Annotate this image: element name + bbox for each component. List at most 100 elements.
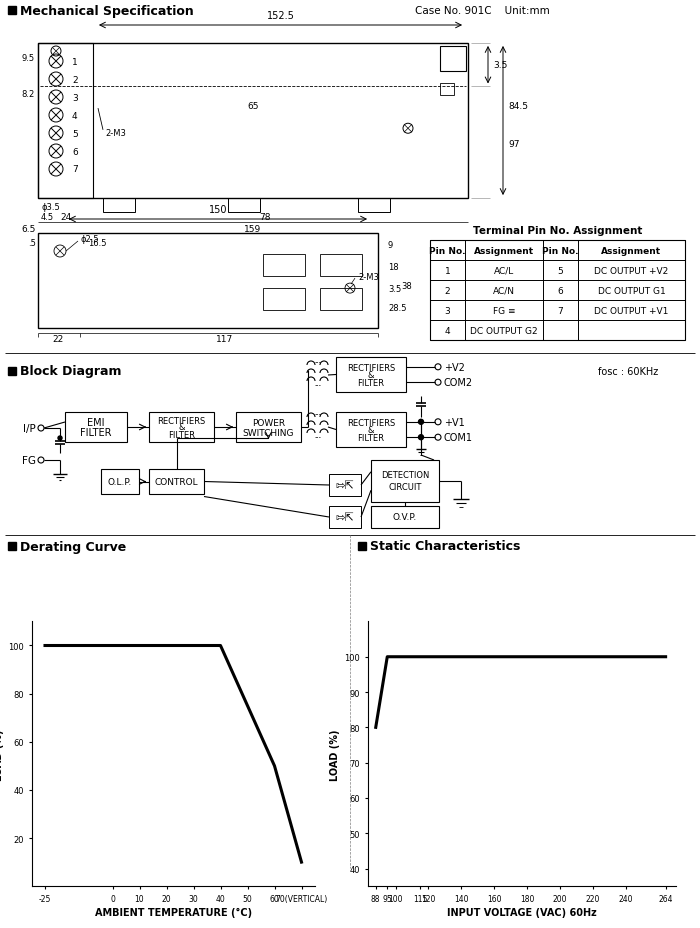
Bar xyxy=(371,460,439,502)
Text: 84.5: 84.5 xyxy=(508,101,528,110)
Text: ⇰⇱: ⇰⇱ xyxy=(335,512,354,522)
Bar xyxy=(320,289,362,311)
Bar xyxy=(65,413,127,443)
Text: ϕ3.5: ϕ3.5 xyxy=(41,202,60,212)
Bar xyxy=(38,44,93,199)
Bar xyxy=(228,199,260,213)
Text: Pin No.: Pin No. xyxy=(542,246,579,255)
Bar xyxy=(358,542,366,550)
Text: 3: 3 xyxy=(444,306,450,316)
Text: 3.5: 3.5 xyxy=(388,284,401,293)
Text: Assignment: Assignment xyxy=(474,246,534,255)
Text: 4: 4 xyxy=(444,326,450,335)
Text: 9: 9 xyxy=(388,241,393,251)
Text: 38: 38 xyxy=(401,281,412,290)
Text: &: & xyxy=(368,426,374,434)
Text: 6: 6 xyxy=(72,148,78,156)
Text: FG: FG xyxy=(22,456,36,466)
Text: O.L.P.: O.L.P. xyxy=(108,478,132,486)
Text: 152.5: 152.5 xyxy=(267,11,295,21)
Text: 24: 24 xyxy=(60,213,71,221)
Bar xyxy=(371,507,439,528)
Text: O.V.P.: O.V.P. xyxy=(393,513,417,522)
Bar xyxy=(236,413,301,443)
Text: RECTIFIERS: RECTIFIERS xyxy=(158,416,206,425)
Text: 16.5: 16.5 xyxy=(88,239,106,248)
Bar xyxy=(336,357,406,393)
Bar xyxy=(430,240,685,341)
Text: AC/N: AC/N xyxy=(493,286,515,295)
X-axis label: AMBIENT TEMPERATURE (°C): AMBIENT TEMPERATURE (°C) xyxy=(94,907,252,917)
Text: 2: 2 xyxy=(444,286,450,295)
Bar xyxy=(336,413,406,447)
Bar xyxy=(8,7,16,15)
Text: FILTER: FILTER xyxy=(358,433,384,443)
Text: 5: 5 xyxy=(558,266,564,276)
Text: 78: 78 xyxy=(259,213,271,221)
Text: COM2: COM2 xyxy=(444,378,473,388)
Text: 2-M3: 2-M3 xyxy=(105,129,126,138)
Y-axis label: LOAD (%): LOAD (%) xyxy=(0,728,4,780)
Text: DC OUTPUT G2: DC OUTPUT G2 xyxy=(470,326,538,335)
Bar xyxy=(329,507,361,528)
Text: AC/L: AC/L xyxy=(494,266,514,276)
Text: 3: 3 xyxy=(72,94,78,102)
Text: &: & xyxy=(368,370,374,380)
Text: &: & xyxy=(178,423,185,432)
Text: 4: 4 xyxy=(72,111,78,121)
Text: DETECTION: DETECTION xyxy=(381,470,429,479)
Bar xyxy=(101,470,139,495)
Circle shape xyxy=(419,435,423,440)
Text: Static Characteristics: Static Characteristics xyxy=(370,540,520,553)
Text: 3.5: 3.5 xyxy=(493,61,507,71)
Bar xyxy=(329,474,361,496)
Text: EMI: EMI xyxy=(88,418,105,428)
Bar xyxy=(263,289,305,311)
Text: Derating Curve: Derating Curve xyxy=(20,540,126,553)
Text: DC OUTPUT +V1: DC OUTPUT +V1 xyxy=(594,306,668,316)
Text: 97: 97 xyxy=(508,140,519,149)
Text: 2: 2 xyxy=(72,75,78,84)
Text: Terminal Pin No. Assignment: Terminal Pin No. Assignment xyxy=(473,226,642,236)
Text: CIRCUIT: CIRCUIT xyxy=(389,482,421,491)
Bar xyxy=(38,234,378,329)
Text: POWER: POWER xyxy=(252,418,285,427)
Text: 65: 65 xyxy=(247,102,259,110)
Text: 22: 22 xyxy=(52,334,64,343)
Text: 1: 1 xyxy=(72,58,78,67)
Text: Case No. 901C    Unit:mm: Case No. 901C Unit:mm xyxy=(415,6,550,16)
Text: +V1: +V1 xyxy=(444,418,465,427)
Text: Block Diagram: Block Diagram xyxy=(20,365,122,378)
X-axis label: INPUT VOLTAGE (VAC) 60Hz: INPUT VOLTAGE (VAC) 60Hz xyxy=(447,907,596,917)
Text: FILTER: FILTER xyxy=(168,430,195,439)
Bar xyxy=(38,44,468,199)
Text: I/P: I/P xyxy=(23,423,36,433)
Text: ⇰⇱: ⇰⇱ xyxy=(335,481,354,491)
Text: FG ≡: FG ≡ xyxy=(493,306,515,316)
Bar xyxy=(8,542,16,550)
Text: 7: 7 xyxy=(558,306,564,316)
Text: +V2: +V2 xyxy=(444,363,465,372)
Circle shape xyxy=(58,436,62,441)
Text: RECTIFIERS: RECTIFIERS xyxy=(347,364,395,373)
Text: Mechanical Specification: Mechanical Specification xyxy=(20,5,194,18)
Text: 159: 159 xyxy=(244,225,262,233)
Text: CONTROL: CONTROL xyxy=(155,478,198,486)
Bar xyxy=(358,199,390,213)
Text: 18: 18 xyxy=(388,263,398,272)
Bar xyxy=(320,254,362,277)
Text: SWITCHING: SWITCHING xyxy=(243,429,294,438)
Bar xyxy=(103,199,135,213)
Text: 8.2: 8.2 xyxy=(22,89,35,98)
Text: Assignment: Assignment xyxy=(601,246,661,255)
Text: Pin No.: Pin No. xyxy=(429,246,466,255)
Text: 1: 1 xyxy=(444,266,450,276)
Text: FILTER: FILTER xyxy=(80,428,112,437)
Text: 150: 150 xyxy=(209,205,228,214)
Text: 5: 5 xyxy=(72,129,78,138)
Bar xyxy=(440,84,454,96)
Text: DC OUTPUT G1: DC OUTPUT G1 xyxy=(598,286,666,295)
Bar xyxy=(8,367,16,376)
Circle shape xyxy=(419,419,423,425)
Text: DC OUTPUT +V2: DC OUTPUT +V2 xyxy=(594,266,668,276)
